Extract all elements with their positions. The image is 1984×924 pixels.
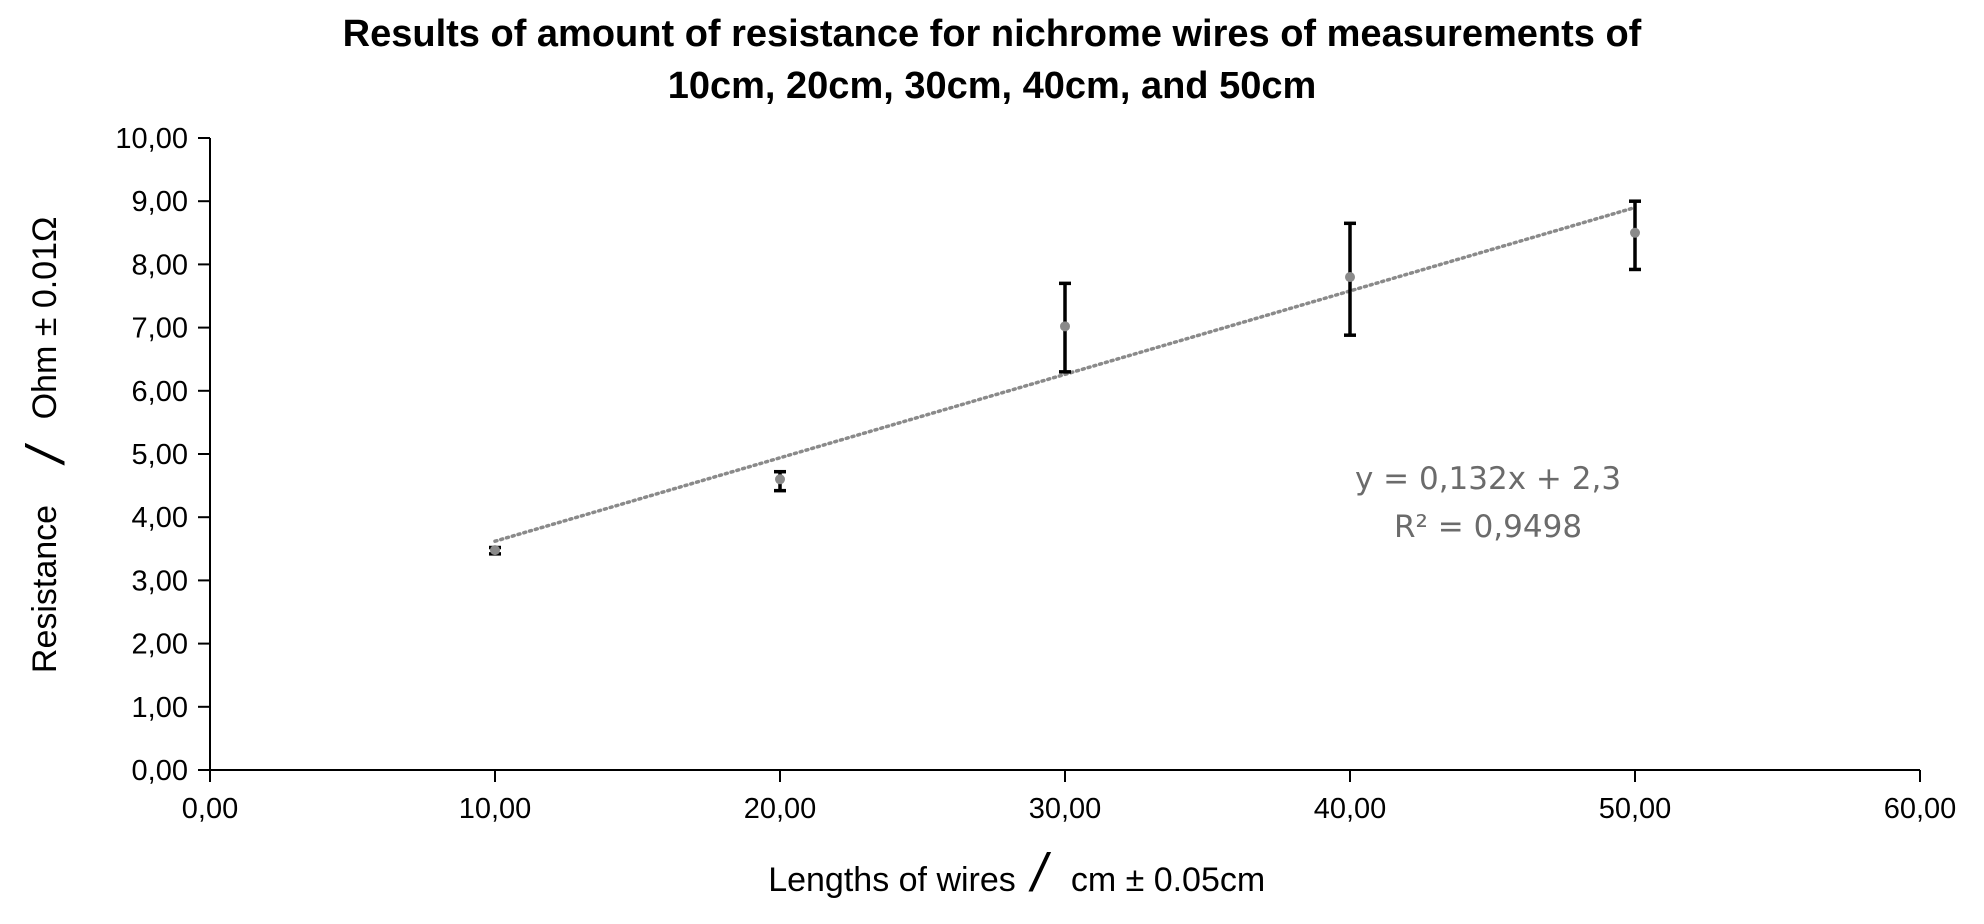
y-tick-label: 2,00 — [132, 629, 188, 661]
y-axis-title-slash: / — [16, 443, 76, 467]
y-tick-labels: 0,00 1,00 2,00 3,00 4,00 5,00 6,00 7,00 8,00 9,00… — [115, 123, 188, 787]
trendline-r-squared: R² = 0,9498 — [1394, 509, 1582, 545]
data-point — [1060, 321, 1070, 332]
y-axis-title-quantity: Resistance — [26, 505, 64, 673]
y-tick-label: 8,00 — [132, 249, 188, 281]
trendline-group — [493, 205, 1637, 543]
data-point — [1630, 227, 1640, 238]
y-tick-label: 5,00 — [132, 439, 188, 471]
data-point — [775, 474, 785, 485]
y-tick-label: 7,00 — [132, 313, 188, 345]
x-tick-labels: 0,00 10,00 20,00 30,00 40,00 50,00 60,00 — [182, 793, 1957, 825]
x-axis-title-unit: cm ± 0.05cm — [1071, 861, 1265, 899]
x-tick-label: 0,00 — [182, 793, 238, 825]
data-point — [490, 545, 500, 556]
axes — [198, 137, 1921, 782]
x-axis-title-slash: / — [1027, 843, 1051, 903]
data-point — [1345, 272, 1355, 283]
x-tick-label: 20,00 — [744, 793, 817, 825]
trendline-equation: y = 0,132x + 2,3 — [1355, 461, 1621, 497]
x-tick-label: 50,00 — [1599, 793, 1672, 825]
x-axis-title: Lengths of wires / cm ± 0.05cm — [768, 843, 1265, 903]
y-axis-title-unit: Ohm ± 0.01Ω — [26, 217, 64, 420]
x-tick-label: 30,00 — [1029, 793, 1102, 825]
x-tick-label: 40,00 — [1314, 793, 1387, 825]
data-points — [490, 227, 1640, 556]
y-tick-label: 4,00 — [132, 502, 188, 534]
y-tick-label: 3,00 — [132, 565, 188, 597]
y-tick-label: 10,00 — [115, 123, 188, 155]
x-tick-label: 60,00 — [1884, 793, 1957, 825]
y-tick-label: 1,00 — [132, 692, 188, 724]
y-tick-label: 0,00 — [132, 755, 188, 787]
chart-title-line-2: 10cm, 20cm, 30cm, 40cm, and 50cm — [668, 65, 1317, 107]
chart-title-line-1: Results of amount of resistance for nich… — [343, 13, 1642, 55]
x-axis-title-quantity: Lengths of wires — [768, 861, 1016, 899]
y-tick-label: 6,00 — [132, 376, 188, 408]
x-tick-label: 10,00 — [459, 793, 532, 825]
error-bars — [489, 199, 1641, 556]
y-tick-label: 9,00 — [132, 186, 188, 218]
y-axis-title: Resistance / Ohm ± 0.01Ω — [16, 217, 76, 674]
trendline — [493, 205, 1637, 543]
